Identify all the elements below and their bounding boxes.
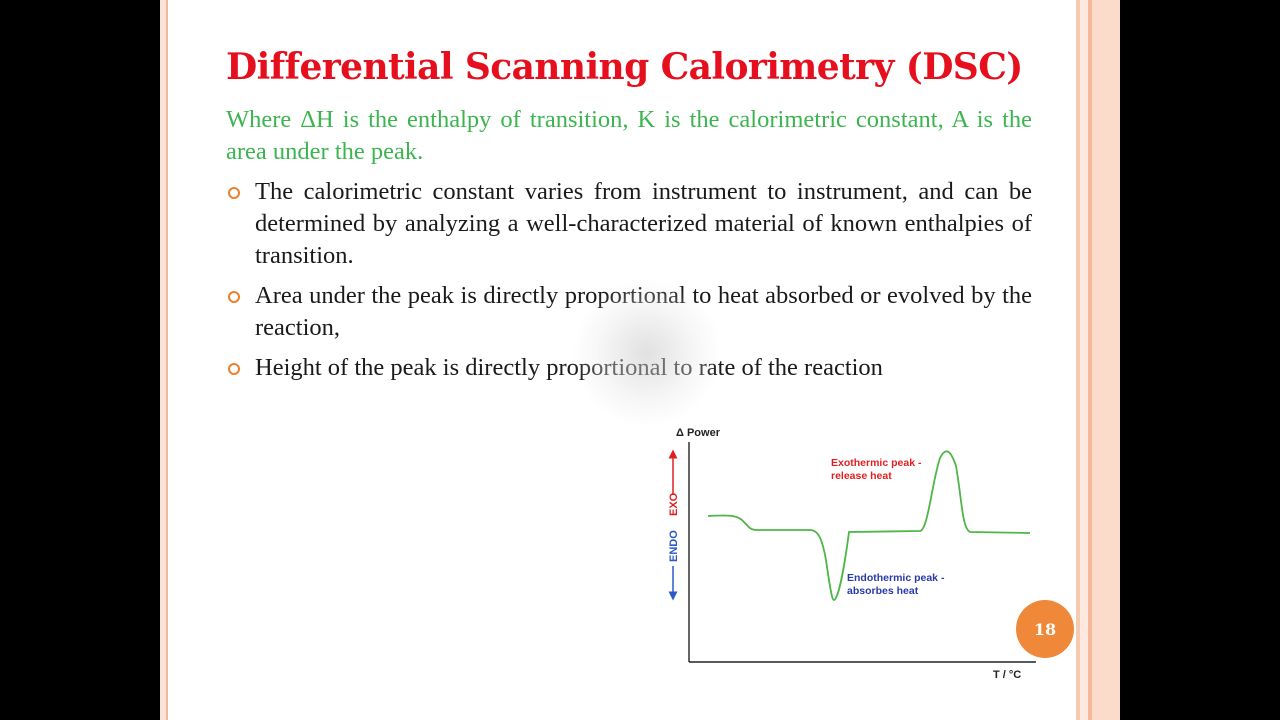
right-border-stripe-2 xyxy=(1092,0,1120,720)
bullet-item: The calorimetric constant varies from in… xyxy=(226,176,1032,272)
bullet-circle-icon xyxy=(228,363,240,375)
endo-direction-label: ENDO xyxy=(668,530,680,562)
dsc-curve xyxy=(707,450,1031,601)
bullet-text: The calorimetric constant varies from in… xyxy=(255,178,1032,269)
y-axis-label: Δ Power xyxy=(676,427,721,439)
x-axis-label: T / °C xyxy=(993,669,1021,681)
right-border-line-2 xyxy=(1088,0,1092,720)
exothermic-annotation-line-2: release heat xyxy=(831,470,892,482)
exothermic-annotation-line-1: Exothermic peak - xyxy=(831,457,922,469)
left-border-line xyxy=(166,0,168,720)
right-border-line-1 xyxy=(1076,0,1080,720)
bullet-text: Height of the peak is directly proportio… xyxy=(255,354,883,381)
bullet-item: Area under the peak is directly proporti… xyxy=(226,280,1032,344)
right-border-stripe-1 xyxy=(1080,0,1088,720)
intro-text: Where ΔH is the enthalpy of transition, … xyxy=(226,106,1032,165)
page-number-badge: 18 xyxy=(1016,600,1074,658)
bullet-item: Height of the peak is directly proportio… xyxy=(226,352,1032,384)
bullet-circle-icon xyxy=(228,291,240,303)
endothermic-annotation: Endothermic peak - absorbes heat xyxy=(847,572,947,597)
bullet-text: Area under the peak is directly proporti… xyxy=(255,282,1032,341)
slide-title: Differential Scanning Calorimetry (DSC) xyxy=(226,46,1023,88)
bullet-circle-icon xyxy=(228,187,240,199)
left-border-stripe xyxy=(160,0,166,720)
slide: Differential Scanning Calorimetry (DSC) … xyxy=(160,0,1120,720)
bullet-list: The calorimetric constant varies from in… xyxy=(226,176,1032,392)
dsc-chart: Δ Power T / °C EXO ENDO Exothermic peak … xyxy=(668,427,1036,681)
endothermic-annotation-line-2: absorbes heat xyxy=(847,585,919,597)
exothermic-annotation: Exothermic peak - release heat xyxy=(831,457,924,482)
endothermic-annotation-line-1: Endothermic peak - xyxy=(847,572,945,584)
exo-direction-label: EXO xyxy=(668,492,680,516)
